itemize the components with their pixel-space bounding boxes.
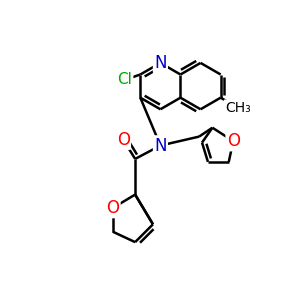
Text: O: O bbox=[106, 199, 119, 217]
Text: N: N bbox=[154, 136, 167, 154]
Text: N: N bbox=[154, 54, 167, 72]
Text: Cl: Cl bbox=[117, 72, 132, 87]
Text: O: O bbox=[117, 130, 130, 148]
Text: CH₃: CH₃ bbox=[225, 100, 250, 115]
Text: O: O bbox=[227, 132, 240, 150]
